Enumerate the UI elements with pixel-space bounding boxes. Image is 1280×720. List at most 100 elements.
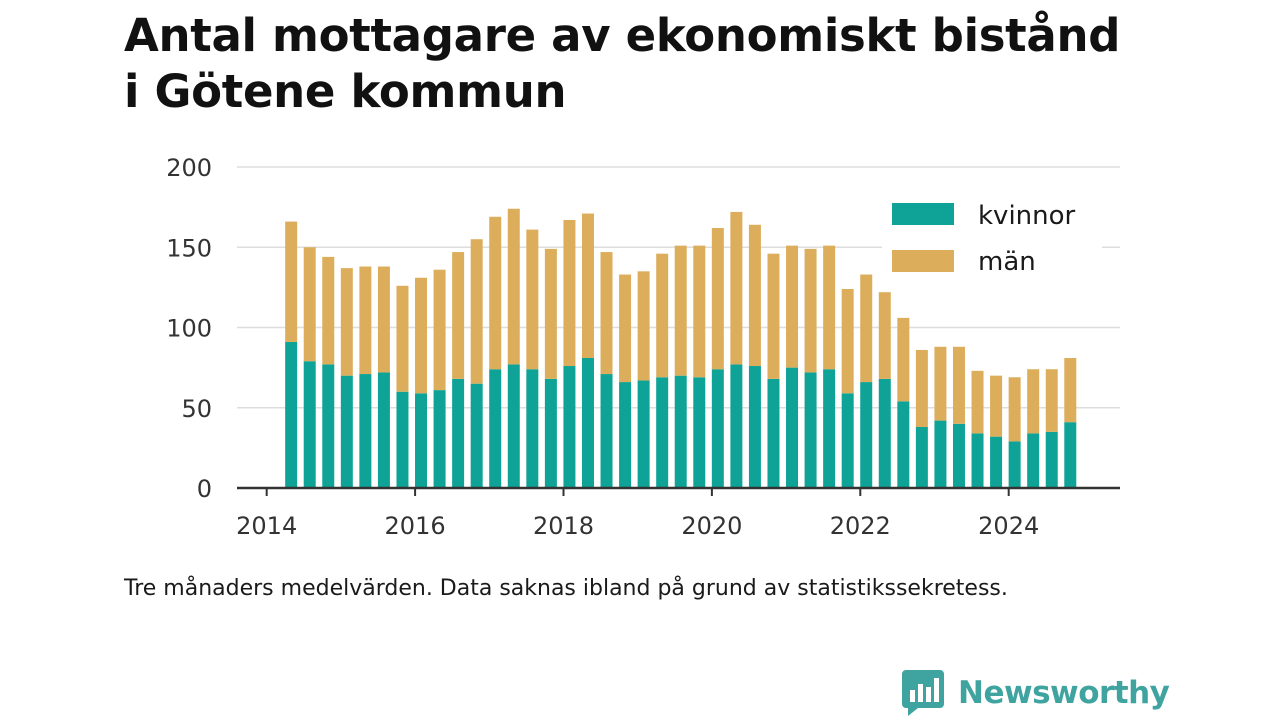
bar-man	[711, 227, 724, 370]
bar-man	[285, 221, 298, 342]
bar-man	[452, 252, 465, 379]
bar-kvinnor	[396, 391, 409, 488]
x-tick-label: 2024	[978, 512, 1039, 540]
bar-kvinnor	[544, 378, 557, 488]
bar-man	[915, 349, 928, 428]
bar-kvinnor	[322, 364, 335, 488]
x-tick-label: 2016	[385, 512, 446, 540]
bar-kvinnor	[823, 369, 836, 488]
y-tick-label: 150	[166, 234, 212, 262]
bar-kvinnor	[1027, 433, 1040, 488]
bar-kvinnor	[470, 383, 483, 488]
brand-logo[interactable]: Newsworthy	[902, 668, 1170, 718]
chart-caption: Tre månaders medelvärden. Data saknas ib…	[124, 576, 1008, 601]
y-tick-label: 100	[166, 315, 212, 343]
bar-man	[730, 211, 743, 365]
bar-man	[1045, 369, 1058, 432]
bar-man	[489, 216, 502, 370]
legend-swatch-kvinnor	[892, 203, 954, 225]
legend: kvinnor män	[882, 190, 1102, 286]
bar-man	[1008, 377, 1021, 442]
bar-kvinnor	[841, 393, 854, 488]
bar-kvinnor	[711, 369, 724, 488]
bar-kvinnor	[526, 369, 539, 488]
bar-kvinnor	[433, 390, 446, 488]
bar-man	[748, 224, 761, 367]
bar-man	[860, 274, 873, 383]
bar-kvinnor	[619, 382, 632, 488]
bar-man	[804, 248, 817, 373]
bar-kvinnor	[1008, 441, 1021, 488]
bar-kvinnor	[952, 423, 965, 488]
bar-kvinnor	[748, 366, 761, 488]
bar-kvinnor	[767, 378, 780, 488]
bar-man	[359, 266, 372, 375]
bar-kvinnor	[693, 377, 706, 488]
bar-kvinnor	[656, 377, 669, 488]
y-tick-label: 0	[197, 475, 212, 503]
bar-man	[600, 252, 613, 375]
x-tick-label: 2018	[533, 512, 594, 540]
bar-kvinnor	[581, 357, 594, 488]
bar-man	[415, 277, 428, 394]
legend-label-man: män	[978, 247, 1036, 277]
legend-swatch-man	[892, 250, 954, 272]
bar-man	[934, 346, 947, 421]
bar-kvinnor	[878, 378, 891, 488]
bar-kvinnor	[990, 436, 1003, 488]
bar-kvinnor	[674, 375, 687, 488]
y-axis: 0 50 100 150 200	[166, 154, 212, 503]
bar-man	[897, 317, 910, 402]
bar-kvinnor	[637, 380, 650, 488]
chart-title-line-2: i Götene kommun	[124, 65, 567, 118]
bar-man	[786, 245, 799, 368]
bar-kvinnor	[359, 374, 372, 488]
newsworthy-chart-bubble-icon	[902, 670, 944, 716]
bar-man	[674, 245, 687, 376]
bar-man	[1027, 369, 1040, 434]
bar-man	[971, 370, 984, 434]
bar-man	[637, 271, 650, 381]
bar-man	[878, 292, 891, 379]
bar-man	[563, 219, 576, 367]
bar-kvinnor	[600, 374, 613, 488]
bar-man	[767, 253, 780, 379]
bar-kvinnor	[507, 364, 520, 488]
bar-kvinnor	[730, 364, 743, 488]
bar-man	[396, 285, 409, 392]
bar-kvinnor	[915, 427, 928, 488]
bar-kvinnor	[897, 401, 910, 488]
bar-kvinnor	[415, 393, 428, 488]
bar-man	[619, 274, 632, 383]
bar-kvinnor	[489, 369, 502, 488]
bar-kvinnor	[452, 378, 465, 488]
bars	[285, 208, 1077, 488]
bar-man	[526, 229, 539, 370]
bar-man	[470, 239, 483, 384]
x-tick-label: 2014	[236, 512, 297, 540]
bar-kvinnor	[860, 382, 873, 488]
x-axis: 2014 2016 2018 2020 2022 2024	[236, 486, 1120, 540]
x-tick-label: 2020	[681, 512, 742, 540]
bar-kvinnor	[377, 372, 390, 488]
bar-man	[340, 268, 353, 376]
bar-kvinnor	[1064, 422, 1077, 488]
bar-man	[303, 247, 316, 362]
bar-man	[841, 288, 854, 394]
bar-kvinnor	[804, 372, 817, 488]
bar-man	[507, 208, 520, 365]
bar-man	[1064, 357, 1077, 423]
bar-man	[377, 266, 390, 373]
bar-kvinnor	[303, 361, 316, 488]
bar-kvinnor	[285, 341, 298, 488]
brand-name: Newsworthy	[958, 675, 1170, 711]
bar-kvinnor	[563, 366, 576, 488]
bar-kvinnor	[971, 433, 984, 488]
chart-title: Antal mottagare av ekonomiskt bistånd i …	[124, 8, 1184, 120]
bar-man	[952, 346, 965, 424]
bar-man	[693, 245, 706, 378]
bar-kvinnor	[340, 375, 353, 488]
y-tick-label: 200	[166, 154, 212, 182]
bar-man	[544, 248, 557, 379]
